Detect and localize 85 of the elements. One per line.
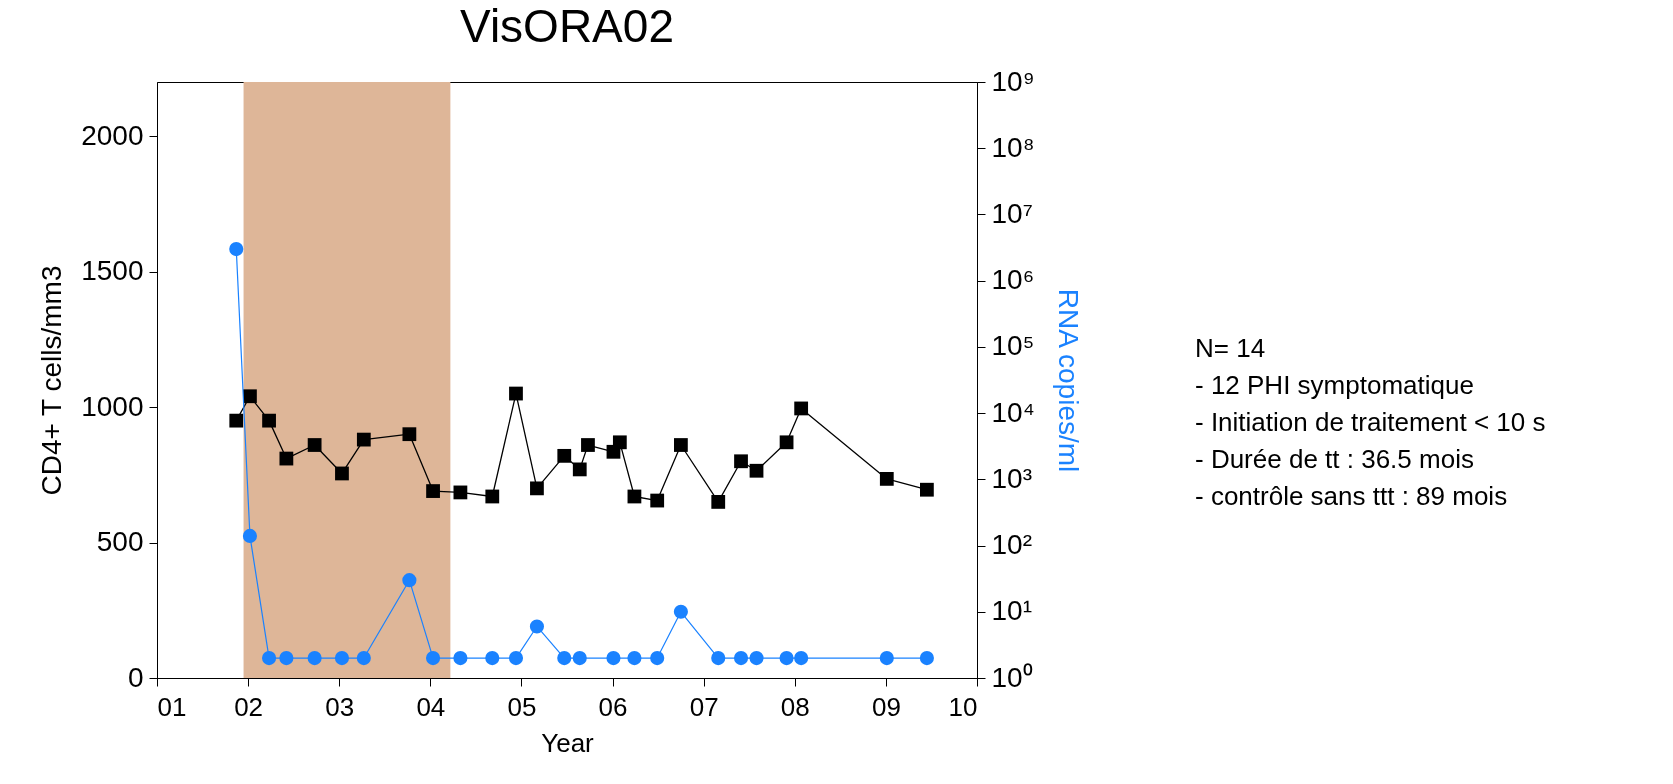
y2-tick-label: 10⁶ [991,264,1035,296]
point [711,495,726,509]
point [627,651,642,666]
y2-tick-label: 10¹ [991,595,1032,627]
point [879,471,894,486]
y2-tick-label: 10² [991,529,1032,561]
chart-title: VisORA02 [460,0,674,52]
point [229,413,244,428]
y2-tick-label: 10⁸ [991,131,1035,163]
y2-tick-label: 10³ [991,462,1032,494]
y2-tick-label: 10⁵ [991,330,1035,362]
point [794,651,809,666]
point [356,651,371,666]
point [581,438,595,452]
point [794,401,809,416]
point [919,651,934,666]
x-tick-label: 02 [234,691,264,722]
point [733,651,749,666]
point [530,481,544,496]
point [307,438,322,452]
point [402,573,417,588]
point [356,432,371,447]
point [557,651,572,666]
point [307,651,322,666]
point [920,482,934,497]
x-axis-title: Year [541,727,595,758]
point [572,651,587,666]
point [402,427,417,442]
point [734,454,748,469]
point [673,604,688,619]
point [749,651,764,666]
point [262,651,277,666]
point [508,651,524,666]
y-tick-label: 0 [127,661,144,693]
x-tick-label: 01 [157,691,187,722]
point [529,619,544,634]
point [711,651,726,666]
point [650,493,665,508]
text: N= 14 [1195,332,1267,365]
y2-tick-label: 10⁰ [991,661,1033,693]
x-tick-label: 07 [689,691,719,722]
point [749,463,764,478]
y2-tick-label: 10⁷ [991,197,1033,229]
point [509,386,523,401]
x-tick-label: 10 [948,691,978,722]
point [242,528,257,543]
point [879,651,894,666]
x-tick-label: 08 [780,691,810,722]
y-tick-label: 2000 [81,119,144,151]
text: - 12 PHI symptomatique [1195,369,1475,402]
point [572,462,587,477]
point [453,651,468,666]
point [779,651,794,666]
point [229,242,244,257]
y-tick-label: 1500 [81,255,144,287]
point [650,651,665,666]
y-tick-label: 500 [96,526,144,558]
x-tick-label: 09 [871,691,901,722]
point [779,435,794,450]
x-tick-label: 05 [507,691,537,722]
text: - contrôle sans ttt : 89 mois [1195,480,1509,513]
text: - Durée de tt : 36.5 mois [1195,443,1475,476]
y2-tick-label: 10⁴ [991,396,1035,428]
x-tick-label: 03 [325,691,355,722]
text: - Initiation de traitement < 10 s [1195,406,1546,439]
point [485,489,500,504]
x-tick-label: 06 [598,691,628,722]
point [674,438,688,452]
x-tick-label: 04 [416,691,446,722]
point [279,651,294,666]
point [557,448,572,463]
point [334,651,350,666]
point [262,413,276,428]
point [279,451,294,466]
point [335,466,349,481]
y-tick-label: 1000 [81,390,144,422]
y2-axis-title: RNA copies/ml [1052,288,1084,473]
point [426,651,441,666]
point [426,484,440,498]
point [243,389,257,404]
y2-tick-label: 10⁹ [991,65,1035,97]
point [612,435,627,450]
point [606,651,621,666]
point [485,651,500,666]
y-axis-title: CD4+ T cells/mm3 [36,265,68,496]
